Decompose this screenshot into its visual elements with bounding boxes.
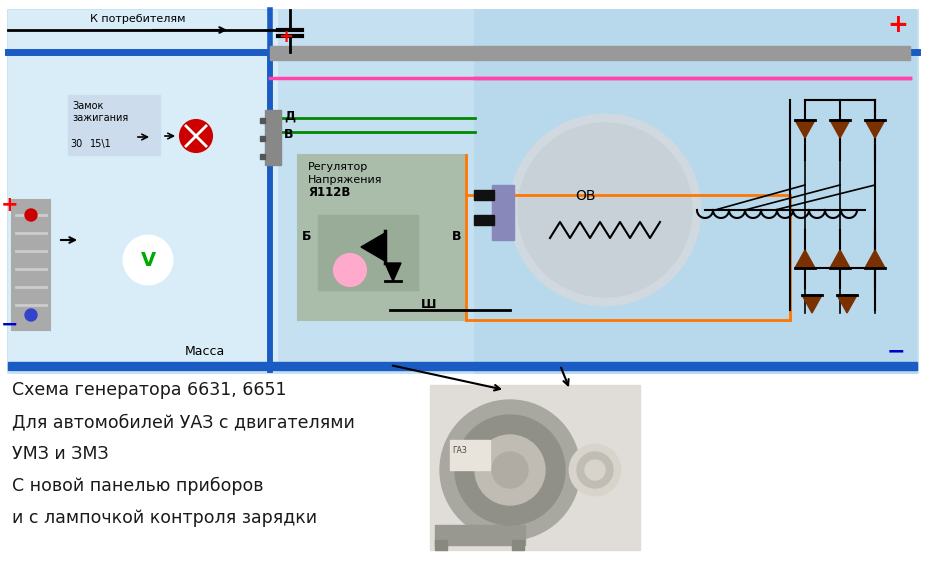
- Polygon shape: [795, 120, 815, 138]
- Polygon shape: [795, 250, 815, 268]
- Text: ГАЗ: ГАЗ: [452, 446, 467, 455]
- Circle shape: [180, 120, 212, 152]
- Text: 15\1: 15\1: [90, 139, 112, 149]
- Text: +: +: [887, 13, 907, 37]
- Circle shape: [570, 445, 620, 495]
- Bar: [474, 215, 494, 225]
- Text: К потребителям: К потребителям: [90, 14, 186, 24]
- Polygon shape: [865, 250, 885, 268]
- Text: 30: 30: [70, 139, 82, 149]
- Text: V: V: [141, 250, 155, 270]
- Circle shape: [334, 254, 366, 286]
- Text: ОВ: ОВ: [575, 189, 596, 203]
- Circle shape: [25, 309, 37, 321]
- Text: Регулятор: Регулятор: [308, 162, 368, 172]
- Bar: [270, 46, 910, 60]
- Polygon shape: [830, 250, 850, 268]
- Polygon shape: [830, 120, 850, 138]
- Circle shape: [440, 400, 580, 540]
- Circle shape: [510, 115, 700, 305]
- Bar: [8, 362, 917, 370]
- Bar: [435, 540, 447, 550]
- Text: +: +: [1, 195, 18, 215]
- Bar: [8, 10, 917, 372]
- Bar: [298, 155, 466, 320]
- Text: Схема генератора 6631, 6651: Схема генератора 6631, 6651: [12, 381, 287, 399]
- Bar: [430, 385, 640, 550]
- Text: −: −: [887, 341, 906, 361]
- Bar: [475, 10, 915, 372]
- Circle shape: [475, 435, 545, 505]
- Polygon shape: [802, 295, 822, 313]
- Bar: [260, 118, 265, 123]
- Bar: [318, 215, 418, 290]
- Text: Напряжения: Напряжения: [308, 175, 383, 185]
- Bar: [8, 10, 278, 372]
- Text: В: В: [284, 128, 293, 141]
- Text: +: +: [278, 28, 293, 46]
- Text: и с лампочкой контроля зарядки: и с лампочкой контроля зарядки: [12, 509, 317, 527]
- Text: Замок: Замок: [72, 101, 104, 111]
- Bar: [260, 136, 265, 141]
- Bar: [68, 95, 160, 155]
- Circle shape: [124, 236, 172, 284]
- Bar: [512, 540, 524, 550]
- Circle shape: [585, 460, 605, 480]
- Polygon shape: [865, 120, 885, 138]
- Bar: [474, 190, 494, 200]
- Text: Для автомобилей УАЗ с двигателями: Для автомобилей УАЗ с двигателями: [12, 413, 355, 431]
- Text: Д: Д: [284, 110, 295, 123]
- Text: С новой панелью приборов: С новой панелью приборов: [12, 477, 264, 495]
- Text: Я112В: Я112В: [308, 186, 351, 199]
- Polygon shape: [385, 263, 401, 281]
- Bar: [265, 110, 281, 165]
- Text: Ш: Ш: [421, 298, 437, 311]
- Circle shape: [518, 123, 692, 297]
- Text: УМЗ и ЗМЗ: УМЗ и ЗМЗ: [12, 445, 108, 463]
- Bar: [12, 200, 50, 330]
- Polygon shape: [837, 295, 857, 313]
- Text: Б: Б: [302, 230, 312, 243]
- Text: −: −: [1, 315, 18, 335]
- Circle shape: [577, 452, 613, 488]
- Circle shape: [455, 415, 565, 525]
- Text: Масса: Масса: [185, 345, 226, 358]
- Bar: [435, 525, 525, 545]
- Bar: [450, 440, 490, 470]
- Polygon shape: [361, 233, 385, 261]
- Bar: [492, 185, 514, 240]
- Circle shape: [25, 209, 37, 221]
- Text: зажигания: зажигания: [72, 113, 129, 123]
- Text: В: В: [452, 230, 462, 243]
- Bar: [260, 154, 265, 159]
- Circle shape: [492, 452, 528, 488]
